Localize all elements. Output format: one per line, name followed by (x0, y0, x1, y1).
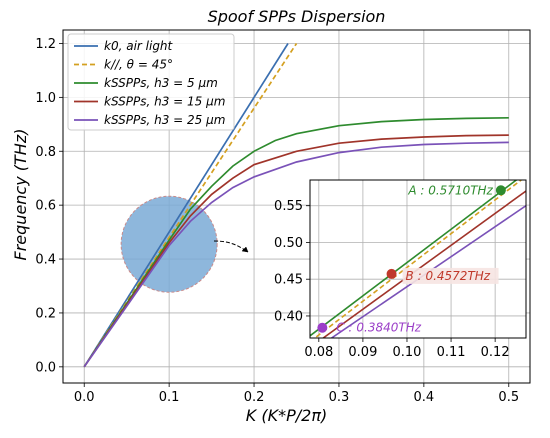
y-tick-label: 0.8 (35, 145, 56, 160)
x-tick-label: 0.3 (329, 390, 350, 405)
x-tick-label: 0.5 (498, 390, 519, 405)
inset-frame (309, 179, 527, 339)
inset-y-tick-label: 0.50 (274, 236, 303, 251)
inset-point-1 (386, 268, 397, 279)
series-line-3 (83, 134, 509, 368)
inset-point-0 (495, 185, 506, 196)
plot-frame (62, 29, 531, 384)
point-label: B : 0.4572THz (406, 269, 491, 283)
x-tick-label: 0.4 (414, 390, 435, 405)
inset-x-tick-label: 0.08 (304, 345, 333, 360)
inset-line-0 (310, 180, 518, 337)
inset-x-tick-label: 0.10 (393, 345, 422, 360)
y-tick-label: 1.2 (35, 37, 56, 52)
legend-label: k//, θ = 45° (104, 58, 173, 72)
y-tick-label: 0.2 (35, 306, 56, 321)
x-axis-label: K (K*P/2π) (246, 406, 327, 425)
inset-x-tick-label: 0.09 (348, 345, 377, 360)
point-label: A : 0.5710THz (407, 183, 493, 197)
inset-line-1 (313, 180, 523, 338)
y-axis-label: Frequency (THz) (11, 129, 30, 261)
inset-y-tick-label: 0.45 (274, 273, 303, 288)
x-tick-label: 0.1 (159, 390, 180, 405)
x-tick-label: 0.0 (74, 390, 95, 405)
legend-label: kSSPPs, h3 = 25 μm (104, 113, 225, 127)
chart-title: Spoof SPPs Dispersion (208, 7, 386, 26)
inset-x-tick-label: 0.12 (481, 345, 510, 360)
legend-box (67, 33, 235, 131)
y-tick-label: 0.0 (35, 360, 56, 375)
inset-y-tick-label: 0.40 (274, 309, 303, 324)
inset-x-tick-label: 0.11 (437, 345, 466, 360)
y-tick-label: 1.0 (35, 91, 56, 106)
legend-label: kSSPPs, h3 = 5 μm (104, 76, 218, 90)
zoom-arrowhead (241, 246, 249, 253)
y-tick-label: 0.6 (35, 199, 56, 214)
inset-y-tick-label: 0.55 (274, 199, 303, 214)
legend-label: k0, air light (104, 39, 174, 53)
point-label: C : 0.3840THz (336, 321, 421, 335)
legend-label: kSSPPs, h3 = 15 μm (104, 95, 225, 109)
series-group (83, 43, 509, 368)
inset-point-2 (317, 322, 328, 333)
y-tick-label: 0.4 (35, 253, 56, 268)
series-line-4 (83, 141, 509, 368)
point-label-bg (402, 267, 499, 284)
x-tick-label: 0.2 (244, 390, 265, 405)
series-line-0 (83, 43, 289, 368)
series-line-2 (83, 116, 509, 368)
